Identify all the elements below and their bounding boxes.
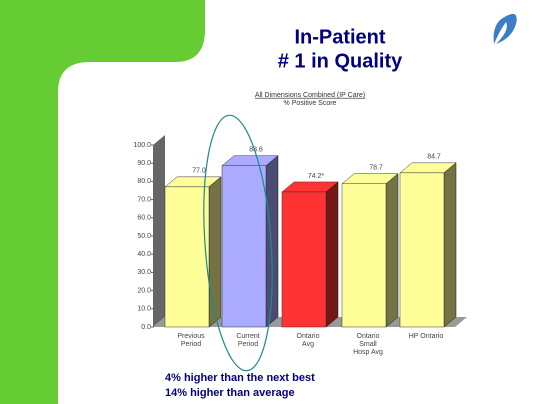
y-tick-label: 40.0 [137, 251, 151, 258]
bar-side [208, 176, 222, 328]
y-tick-label: 20.0 [137, 287, 151, 294]
bar [281, 191, 327, 328]
bar [341, 183, 387, 328]
chart-title: All Dimensions Combined (IP Care) [255, 92, 365, 99]
y-tick-label: 80.0 [137, 178, 151, 185]
slide-title: # 1 in Quality [278, 50, 403, 72]
value-label: 77.0 [192, 168, 206, 175]
x-tick-label: HP Ontario [409, 333, 444, 340]
x-tick-label: Avg [302, 341, 314, 348]
y-tick-label: 100.0 [133, 142, 151, 149]
x-tick-label: Period [181, 341, 201, 348]
y-tick-label: 10.0 [137, 306, 151, 313]
bar [221, 165, 267, 328]
bar [164, 186, 210, 328]
highlight-ellipse [203, 114, 273, 372]
bar-side [325, 181, 339, 328]
y-tick-label: 30.0 [137, 269, 151, 276]
y-tick-label: 90.0 [137, 160, 151, 167]
x-tick-label: Ontario [357, 333, 380, 340]
bar-side [443, 162, 457, 328]
y-tick-label: 50.0 [137, 233, 151, 240]
x-tick-label: Previous [177, 333, 205, 340]
annotation: 14% higher than average [165, 387, 295, 399]
annotation: 4% higher than the next best [165, 372, 315, 384]
slide-title: In-Patient [294, 26, 385, 48]
plot: 0.0 10.0 20.0 30.0 40.0 50.0 60.0 70.0 80.0 90.0 1… [133, 142, 457, 356]
x-tick-label: Small [359, 341, 377, 348]
value-label: 88.6 [249, 147, 263, 154]
y-tick-label: 60.0 [137, 215, 151, 222]
bar-side [265, 155, 279, 328]
x-tick-label: Ontario [297, 333, 320, 340]
value-label: 78.7 [369, 165, 383, 172]
bar-side [385, 173, 399, 328]
x-tick-label: Hosp Avg [353, 349, 383, 356]
logo [493, 13, 517, 44]
chart-subtitle: % Positive Score [284, 100, 337, 107]
x-tick-label: Period [238, 341, 258, 348]
value-label: 74.2* [308, 173, 325, 180]
bar [399, 172, 445, 328]
x-tick-label: Current [236, 333, 259, 340]
value-label: 84.7 [427, 154, 441, 161]
y-tick-label: 0.0 [141, 324, 151, 331]
y-tick-label: 70.0 [137, 196, 151, 203]
back-wall [153, 135, 165, 327]
